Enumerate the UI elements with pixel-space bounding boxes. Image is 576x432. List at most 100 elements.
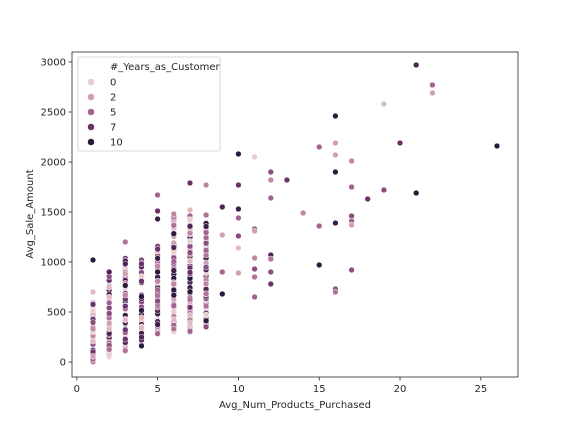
data-point: [138, 334, 145, 341]
data-point: [380, 100, 388, 108]
data-point: [316, 143, 323, 151]
data-point: [106, 284, 113, 291]
data-point: [138, 260, 145, 267]
data-point: [267, 255, 274, 263]
y-tick-label: 2000: [41, 158, 66, 169]
legend-label: 7: [110, 123, 116, 134]
y-tick-label: 1000: [41, 258, 66, 269]
data-point: [89, 353, 97, 360]
data-point: [202, 240, 210, 247]
data-point: [170, 244, 177, 251]
data-point: [235, 269, 242, 277]
data-point: [202, 290, 210, 297]
data-point: [154, 330, 161, 337]
data-point: [202, 317, 210, 324]
data-point: [364, 195, 371, 203]
data-point: [413, 61, 420, 69]
data-point: [106, 310, 113, 317]
data-point: [316, 222, 323, 230]
y-axis-ticks: 0 500 1000 1500 2000 2500 3000: [41, 58, 72, 369]
data-point: [186, 288, 194, 295]
data-point: [219, 231, 226, 239]
data-point: [235, 244, 242, 252]
data-point: [106, 325, 113, 332]
data-point: [186, 216, 194, 223]
data-point: [202, 181, 210, 189]
data-point: [154, 286, 161, 294]
data-point: [493, 142, 501, 150]
legend-label: 5: [110, 108, 116, 119]
data-point: [122, 238, 129, 246]
data-point: [106, 320, 113, 327]
data-point: [348, 266, 355, 274]
data-point: [316, 261, 323, 269]
data-point: [429, 89, 436, 97]
data-point: [251, 293, 258, 301]
data-point: [170, 292, 177, 299]
data-point: [122, 347, 129, 354]
data-point: [299, 209, 307, 217]
data-point: [235, 232, 242, 240]
data-point: [202, 264, 210, 271]
data-point: [122, 316, 129, 324]
y-tick-label: 0: [60, 358, 66, 369]
data-point: [122, 282, 129, 289]
data-point: [154, 268, 161, 276]
data-point: [106, 351, 113, 359]
legend: #_Years_as_Customer 0 2 5 7 10: [77, 56, 221, 152]
data-point: [429, 81, 436, 89]
data-point: [122, 303, 129, 310]
data-point: [186, 258, 194, 265]
x-tick-label: 5: [154, 384, 160, 395]
data-point: [251, 273, 258, 281]
data-point: [251, 265, 258, 273]
data-point: [89, 301, 97, 308]
data-point: [154, 207, 161, 215]
data-point: [283, 176, 291, 184]
x-tick-label: 25: [474, 384, 487, 395]
x-tick-label: 15: [313, 384, 326, 395]
data-point: [89, 338, 97, 345]
data-point: [267, 280, 274, 288]
data-point: [154, 255, 161, 262]
data-point: [251, 153, 258, 161]
data-point: [170, 302, 177, 309]
data-point: [348, 183, 355, 191]
data-point: [154, 321, 161, 328]
data-point: [154, 297, 161, 305]
data-point: [106, 346, 113, 353]
data-point: [186, 328, 194, 335]
data-point: [332, 151, 339, 159]
data-point: [267, 268, 274, 276]
data-point: [170, 325, 177, 333]
data-point: [235, 205, 242, 213]
data-point: [332, 112, 339, 120]
plot-area: [71, 51, 519, 378]
data-point: [138, 342, 145, 350]
data-point: [154, 191, 161, 199]
x-tick-label: 10: [232, 384, 245, 395]
y-tick-label: 1500: [41, 208, 66, 219]
data-point: [138, 307, 145, 314]
data-point: [89, 288, 97, 296]
legend-marker: [87, 138, 95, 146]
data-point: [202, 223, 210, 230]
data-point: [348, 157, 355, 165]
y-axis-label: Avg_Sale_Amount: [25, 169, 36, 258]
data-point: [154, 263, 161, 270]
x-axis-ticks: 0 5 10 15 20 25: [74, 377, 487, 395]
data-point: [89, 319, 97, 326]
data-point: [138, 324, 145, 331]
data-point: [170, 286, 177, 294]
data-point: [154, 292, 161, 299]
data-point: [186, 319, 194, 326]
legend-marker: [87, 123, 95, 131]
data-point: [267, 194, 274, 202]
data-point: [235, 150, 242, 158]
data-point: [332, 288, 339, 296]
data-point: [186, 238, 194, 245]
data-point: [267, 168, 274, 176]
legend-marker: [87, 108, 95, 116]
data-point: [186, 304, 194, 311]
data-point: [186, 223, 194, 230]
